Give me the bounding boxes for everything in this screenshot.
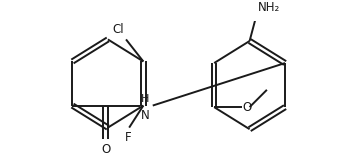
Text: H: H bbox=[141, 94, 149, 104]
Text: NH₂: NH₂ bbox=[257, 1, 280, 14]
Text: F: F bbox=[125, 131, 132, 144]
Text: O: O bbox=[242, 101, 252, 114]
Text: O: O bbox=[101, 143, 110, 156]
Text: Cl: Cl bbox=[113, 23, 125, 36]
Text: N: N bbox=[141, 109, 150, 122]
